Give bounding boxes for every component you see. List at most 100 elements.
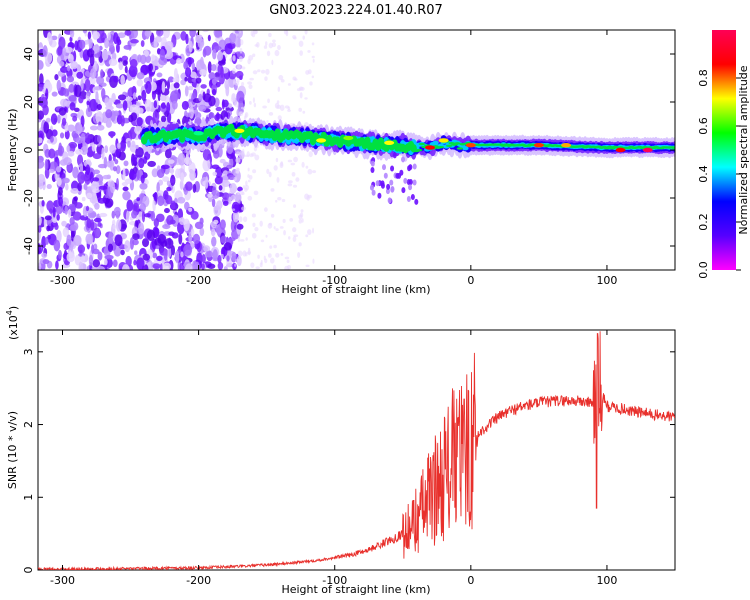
colorbar-tick-label: 0.0: [697, 261, 710, 279]
spectrogram-blob: [234, 263, 237, 267]
spectrogram-blob: [377, 192, 382, 199]
spectrogram-blob: [38, 137, 43, 144]
spectrogram-blob: [285, 30, 289, 37]
spectrogram-hot-spot: [316, 138, 327, 143]
spectrogram-blob: [305, 234, 309, 238]
spectrogram-blob: [213, 150, 220, 159]
spectrogram-blob: [213, 219, 219, 225]
spectrogram-blob: [68, 94, 77, 102]
snr-x-tick-label: -300: [50, 574, 75, 587]
spectrogram-blob: [166, 186, 172, 192]
spectrogram-blob: [153, 100, 158, 109]
spectrogram-blob: [170, 90, 179, 104]
spectrogram-blob: [50, 113, 58, 125]
spectrogram-blob: [94, 202, 100, 210]
spectrogram-blob: [49, 208, 53, 214]
spectrogram-blob: [166, 79, 170, 91]
spectrogram-blob: [101, 49, 109, 61]
spectrogram-blob: [174, 168, 181, 179]
spectrogram-blob: [146, 229, 156, 241]
colorbar-label: Normalized spectral amplitude: [737, 65, 750, 234]
spectrogram-blob: [96, 135, 101, 143]
spectrogram-blob: [136, 116, 143, 127]
spectrogram-blob: [140, 174, 145, 184]
snr-y-scale-suffix: ): [7, 306, 20, 310]
spectrogram-hot-spot: [343, 135, 354, 141]
spectrogram-ridge-cell: [454, 142, 461, 145]
spectrogram-blob: [269, 245, 273, 249]
spectrogram-blob: [127, 140, 131, 148]
spectrogram-blob: [241, 206, 246, 211]
spectrogram-blob: [185, 67, 192, 78]
spectrogram-blob: [231, 50, 236, 55]
spectrogram-blob: [244, 113, 247, 118]
snr-y-ticks: 0 1 2 3: [22, 348, 675, 574]
spectrogram-blob: [299, 50, 303, 56]
spectrogram-blob: [118, 151, 126, 161]
spectrogram-blob: [155, 245, 160, 250]
spectrogram-blob: [56, 229, 62, 243]
spectrogram-blob: [199, 227, 205, 236]
spectrogram-x-tick-label: -100: [322, 274, 347, 287]
spectrogram-blob: [60, 98, 68, 107]
spectrogram-blob: [217, 50, 224, 61]
spectrogram-blob: [48, 168, 55, 173]
spectrogram-blob: [122, 167, 126, 181]
spectrogram-blob: [229, 183, 237, 194]
spectrogram-blob: [63, 88, 70, 97]
spectrogram-blob: [237, 37, 242, 48]
spectrogram-blob: [120, 249, 125, 256]
spectrogram-blob: [93, 217, 102, 223]
spectrogram-blob: [80, 79, 84, 91]
spectrogram-blob: [231, 251, 237, 261]
snr-y-tick-label: 1: [22, 494, 35, 501]
spectrogram-blob: [249, 101, 252, 105]
spectrogram-blob: [111, 210, 116, 219]
spectrogram-blob: [277, 196, 282, 201]
spectrogram-blob: [85, 205, 90, 212]
spectrogram-blob: [238, 216, 243, 223]
spectrogram-blob: [112, 259, 118, 268]
spectrogram-blob: [68, 143, 76, 153]
spectrogram-blob: [203, 245, 211, 253]
spectrogram-blob: [124, 30, 132, 36]
spectrogram-blob: [39, 73, 44, 86]
spectrogram-blob: [143, 213, 152, 218]
spectrogram-blob: [116, 142, 121, 150]
spectrogram-blob: [252, 53, 256, 58]
spectrogram-blob: [247, 247, 251, 251]
spectrogram-y-tick-label: 40: [22, 47, 35, 61]
spectrogram-blob: [69, 224, 77, 231]
spectrogram-blob: [252, 169, 257, 174]
spectrogram-blob: [92, 259, 101, 268]
spectrogram-hot-spot: [642, 147, 653, 153]
spectrogram-blob: [194, 112, 202, 119]
spectrogram-blob: [64, 205, 69, 215]
spectrogram-hot-spot: [533, 143, 544, 148]
spectrogram-blob: [202, 158, 211, 172]
spectrogram-blob: [267, 98, 270, 104]
spectrogram-blob: [260, 69, 266, 74]
spectrogram-blob: [275, 157, 279, 163]
spectrogram-blob: [311, 55, 315, 59]
spectrogram-blob: [42, 104, 49, 116]
spectrogram-blob: [100, 69, 104, 79]
spectrogram-blob: [105, 105, 114, 111]
spectrogram-blob: [371, 189, 376, 196]
spectrogram-blob: [244, 154, 250, 158]
spectrogram-blob: [250, 262, 255, 269]
spectrogram-blob: [142, 238, 150, 248]
spectrogram-blob: [57, 45, 63, 56]
spectrogram-blob: [192, 233, 201, 244]
spectrogram-blob: [41, 200, 45, 207]
spectrogram-blob: [282, 218, 286, 224]
spectrogram-blob: [280, 79, 285, 83]
spectrogram-blob: [144, 30, 152, 37]
spectrogram-blob: [159, 48, 166, 61]
spectrogram-blob: [238, 55, 243, 63]
spectrogram-blob: [185, 181, 193, 192]
spectrogram-blob: [73, 107, 80, 112]
spectrogram-blob: [42, 259, 50, 265]
spectrogram-blob: [235, 258, 240, 263]
spectrogram-blob: [302, 35, 305, 40]
